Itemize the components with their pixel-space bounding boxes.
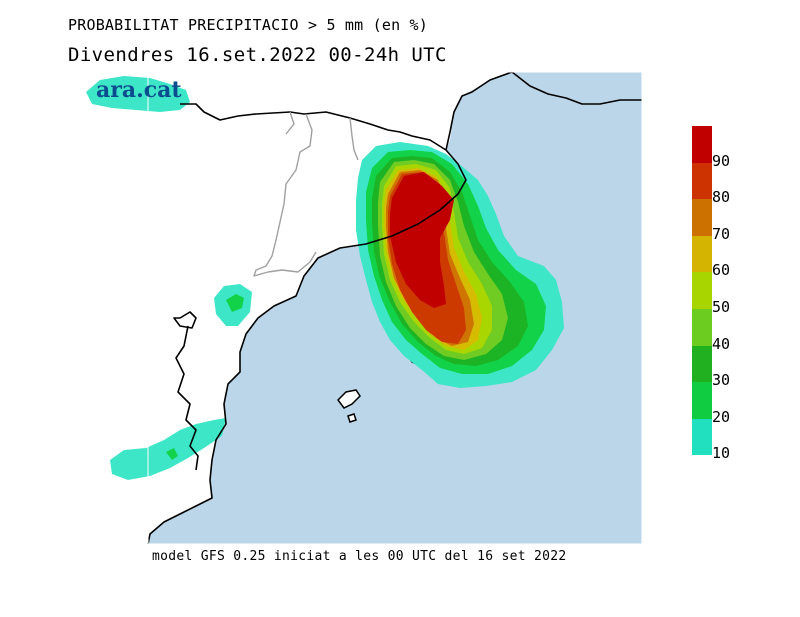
legend-swatch <box>692 308 712 346</box>
legend-label: 70 <box>712 224 731 243</box>
color-legend <box>692 126 712 456</box>
map-subtitle: Divendres 16.set.2022 00-24h UTC <box>68 44 447 66</box>
map-title: PROBABILITAT PRECIPITACIO > 5 mm (en %) <box>68 16 428 34</box>
legend-swatch <box>692 345 712 383</box>
region-borders <box>253 111 359 277</box>
legend-label: 30 <box>712 371 731 390</box>
prob-10-patch-nw <box>86 76 190 112</box>
legend-swatch <box>692 382 712 419</box>
legend-swatch <box>692 199 712 236</box>
prob-20-patch-south <box>166 448 178 460</box>
legend-label: 80 <box>712 188 731 207</box>
legend-swatch <box>692 272 712 309</box>
prob-90-main <box>390 172 454 308</box>
legend-swatch <box>692 418 712 456</box>
legend-label: 90 <box>712 151 731 170</box>
legend-swatch <box>692 235 712 273</box>
island-ibiza <box>337 389 361 409</box>
island-formentera <box>347 413 357 423</box>
prob-20-patch-west <box>226 294 244 312</box>
legend-swatch <box>692 162 712 200</box>
legend-label: 20 <box>712 407 731 426</box>
probability-field <box>86 76 564 480</box>
prob-10-patch-south <box>110 418 226 480</box>
legend-swatch <box>692 126 712 163</box>
model-footer: model GFS 0.25 iniciat a les 00 UTC del … <box>152 549 567 564</box>
legend-label: 10 <box>712 444 731 463</box>
legend-label: 40 <box>712 334 731 353</box>
legend-label: 60 <box>712 261 731 280</box>
coastline <box>147 71 642 545</box>
ara-cat-logo: ara.cat <box>96 77 182 103</box>
legend-label: 50 <box>712 298 731 316</box>
